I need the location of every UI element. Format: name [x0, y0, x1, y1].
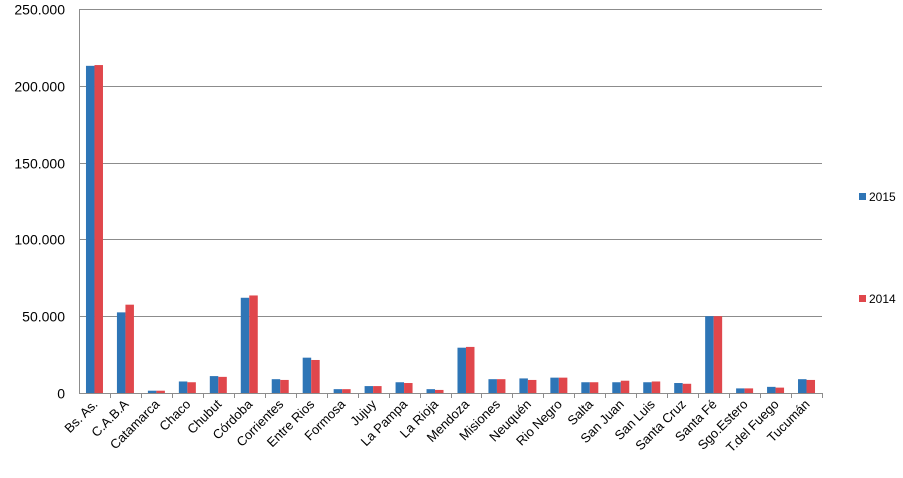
bar-2014: [651, 381, 661, 393]
bar-2015: [736, 388, 745, 393]
bar-2015: [488, 379, 497, 393]
bar-2014: [713, 316, 723, 393]
bar-2015: [550, 377, 559, 393]
bar-2014: [589, 382, 599, 393]
bar-2015: [581, 382, 590, 393]
bar-2015: [395, 382, 405, 393]
bar-2015: [116, 312, 126, 393]
bar-2015: [612, 382, 621, 393]
bar-2014: [620, 380, 630, 393]
y-tick-label: 250.000: [14, 2, 65, 18]
bar-2015: [674, 383, 683, 393]
bar-2015: [426, 389, 436, 393]
bar-2015: [178, 381, 188, 393]
bar-2014: [156, 390, 165, 393]
bar-2014: [404, 383, 413, 393]
bar-2015: [705, 316, 714, 393]
bar-2014: [311, 359, 320, 393]
bar-2015: [519, 378, 528, 393]
bar-2015: [767, 386, 776, 393]
bar-2015: [209, 376, 219, 393]
bar-2014: [435, 389, 444, 393]
bar-2014: [218, 376, 227, 393]
bar-2014: [373, 386, 382, 393]
legend-label-2015: 2015: [869, 190, 896, 204]
y-tick-label: 0: [57, 386, 65, 402]
legend-label-2014: 2014: [869, 292, 896, 306]
y-tick-label: 50.000: [22, 309, 65, 325]
bar-2014: [744, 388, 754, 393]
bar-2014: [806, 379, 816, 393]
legend: 2015 2014: [859, 190, 896, 306]
gridlines: [79, 9, 822, 317]
bar-2014: [558, 377, 568, 393]
bar-2014: [342, 389, 351, 393]
bar-2014: [775, 387, 785, 393]
bar-2014: [249, 295, 258, 393]
legend-swatch-2015: [859, 193, 866, 200]
bar-2014: [125, 304, 134, 393]
bar-2015: [85, 65, 95, 393]
bar-2014: [280, 379, 289, 393]
bar-2014: [94, 65, 103, 393]
bar-2014: [187, 382, 196, 393]
bar-2015: [643, 382, 652, 393]
bar-2014: [682, 383, 692, 393]
bar-2015: [147, 390, 157, 393]
y-tick-label: 100.000: [14, 232, 65, 248]
y-tick-label: 150.000: [14, 156, 65, 172]
bar-2015: [240, 297, 250, 393]
bar-2014: [496, 379, 506, 393]
bar-2014: [527, 379, 537, 393]
bar-2015: [798, 379, 807, 393]
legend-swatch-2014: [859, 295, 866, 302]
bar-2015: [302, 357, 312, 393]
bar-2014: [465, 346, 475, 393]
bar-2015: [364, 386, 374, 393]
y-tick-label: 200.000: [14, 79, 65, 95]
bar-2015: [333, 389, 343, 393]
bar-2015: [457, 347, 466, 393]
bar-2015: [271, 379, 281, 393]
bars: [85, 65, 816, 393]
